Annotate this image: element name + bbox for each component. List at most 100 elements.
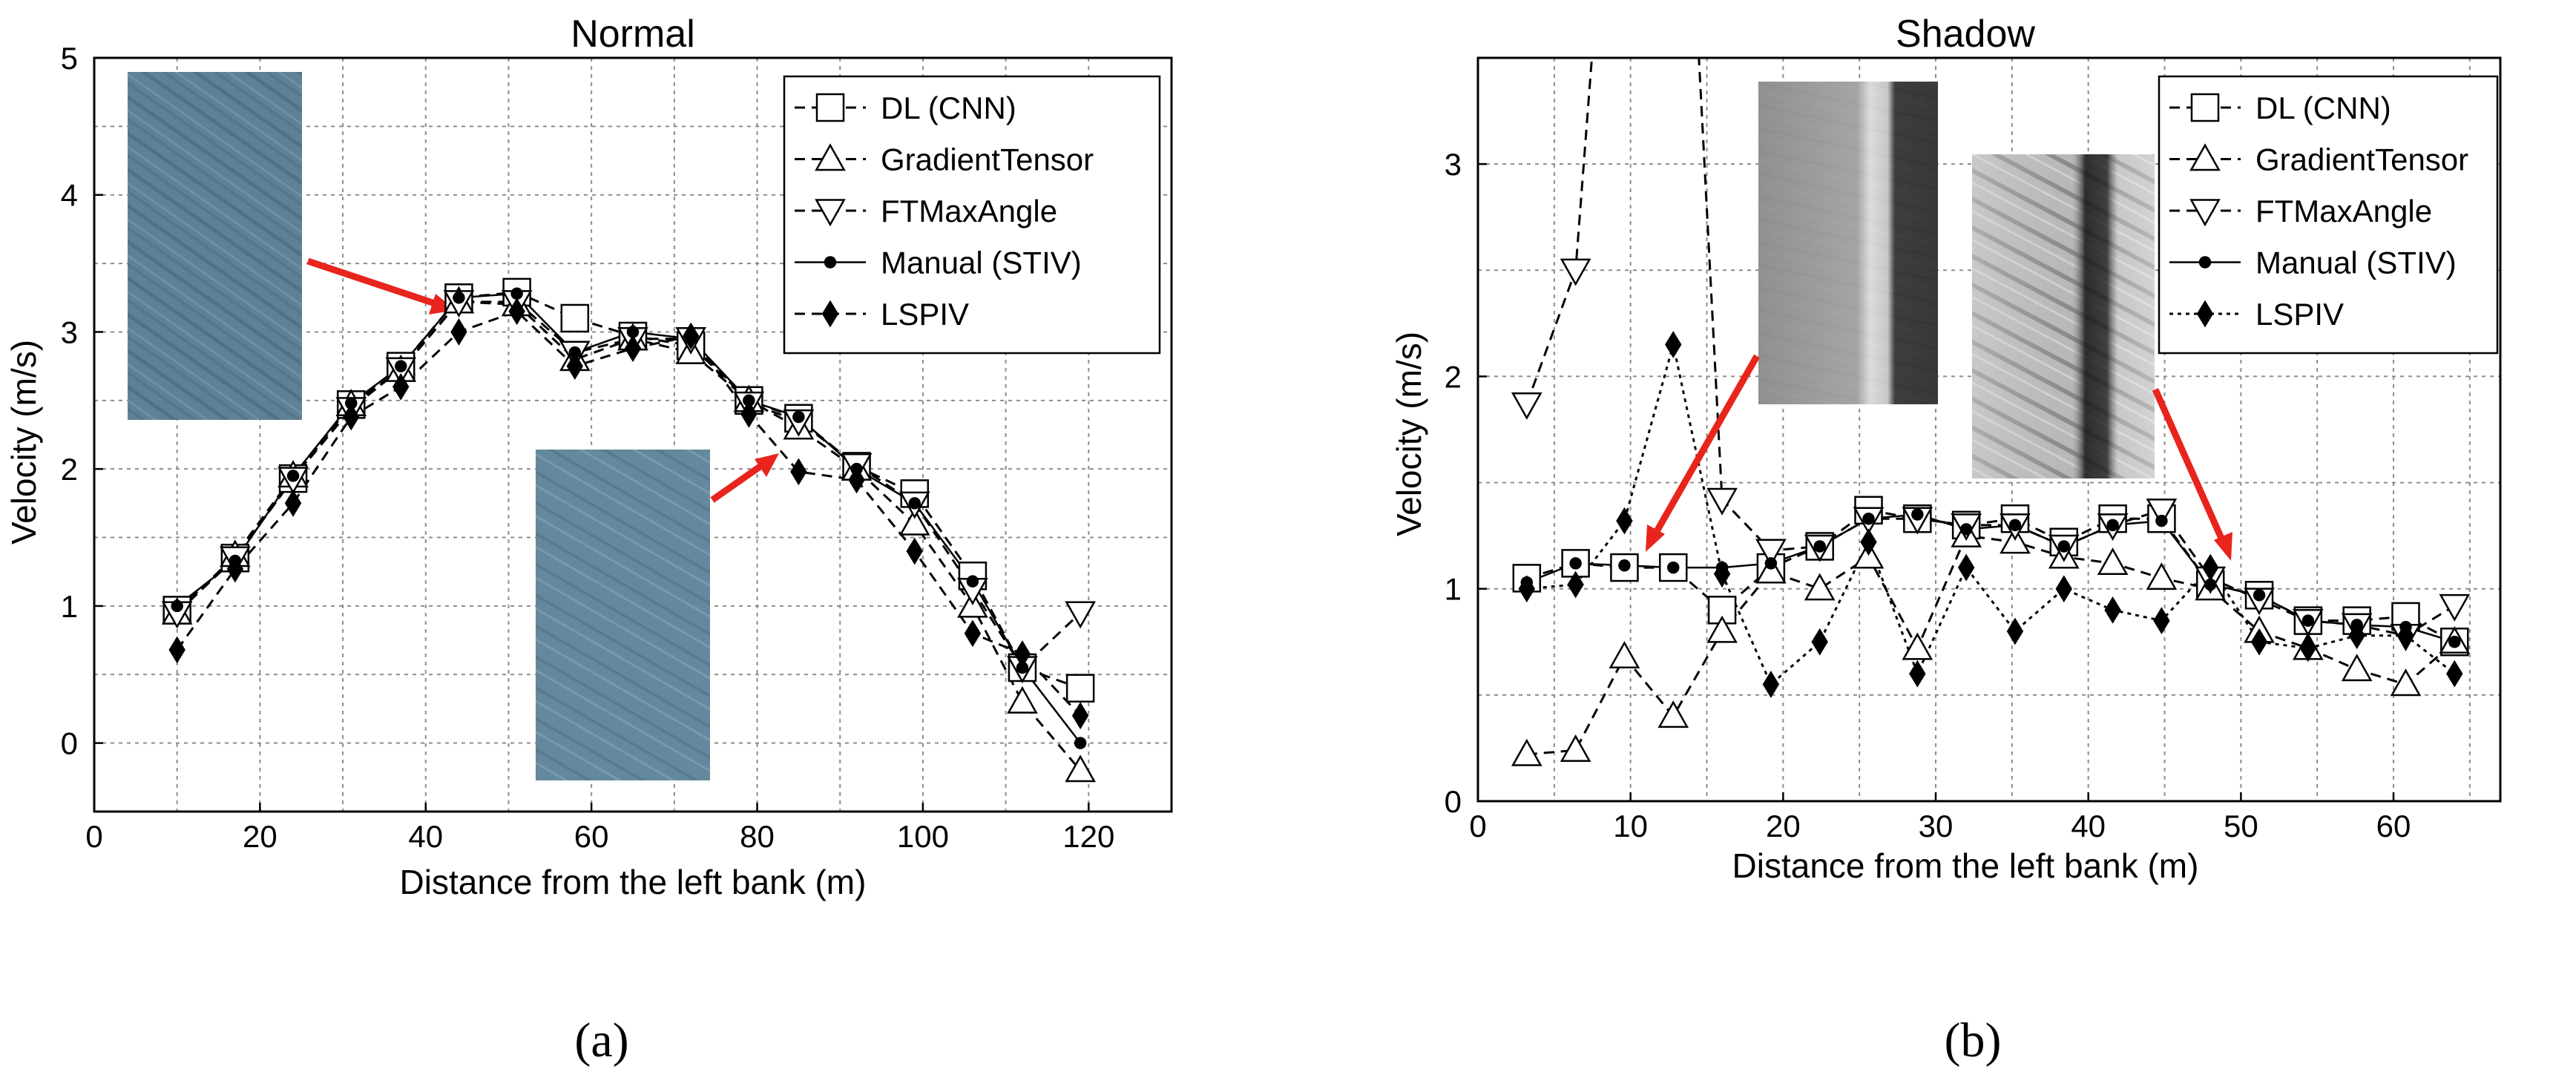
data-point-gradienttensor [1902, 632, 1933, 660]
data-point-lspiv [1909, 659, 1926, 688]
x-tick-label: 10 [1613, 809, 1648, 843]
legend-label-manual-stiv: Manual (STIV) [2255, 246, 2457, 280]
series-lspiv [176, 310, 1082, 717]
data-point-ftmaxangle [1755, 539, 1787, 567]
data-point-lspiv [740, 400, 758, 428]
x-axis-label-a: Distance from the left bank (m) [400, 863, 867, 901]
data-point-manual-stiv [1074, 737, 1087, 749]
data-point-lspiv [1071, 702, 1089, 730]
data-point-gradienttensor [1609, 641, 1640, 669]
data-point-manual-stiv [1862, 512, 1875, 525]
x-tick-label: 60 [574, 819, 609, 854]
x-tick-label: 40 [408, 819, 443, 854]
data-point-gradienttensor [2097, 547, 2129, 576]
data-point-manual-stiv [743, 394, 755, 407]
data-point-lspiv [2055, 575, 2072, 603]
data-point-lspiv [1860, 528, 1877, 556]
plot-frame-b [1476, 56, 2502, 803]
inset-photo-lower [536, 450, 710, 780]
data-point-manual-stiv [1764, 557, 1778, 570]
data-point-lspiv [168, 636, 185, 664]
data-point-ftmaxangle [1511, 392, 1542, 420]
data-point-lspiv [1013, 640, 1031, 668]
y-tick-label: 5 [61, 41, 78, 76]
data-point-gradienttensor [2146, 562, 2178, 590]
data-point-manual-stiv [2057, 540, 2071, 553]
data-point-lspiv [1713, 560, 1731, 588]
data-point-manual-stiv [966, 575, 979, 588]
legend-label-manual-stiv: Manual (STIV) [881, 246, 1082, 280]
data-point-manual-stiv [1618, 559, 1631, 572]
arrow-lower [710, 461, 766, 503]
arrow-shadow-left-head [1646, 524, 1665, 552]
panel-label-a: (a) [574, 1013, 628, 1067]
y-tick-label: 2 [61, 452, 78, 487]
y-tick-label: 2 [1445, 359, 1462, 394]
data-point-manual-stiv [453, 292, 465, 304]
plot-area-b [1511, 58, 2471, 766]
x-tick-label: 100 [897, 819, 949, 854]
data-point-lspiv [964, 619, 982, 648]
data-point-dl-cnn [560, 303, 590, 333]
data-point-lspiv [284, 489, 302, 517]
data-point-lspiv [848, 466, 865, 494]
ticks-a: 0 20 40 60 80 100 120 0 1 2 3 4 5 [61, 41, 1115, 854]
plot-frame-a [93, 56, 1173, 813]
data-point-manual-stiv [344, 397, 358, 409]
data-point-manual-stiv [626, 326, 640, 338]
x-tick-label: 80 [740, 819, 775, 854]
data-point-manual-stiv [2448, 636, 2461, 648]
legend-marker-ftmaxangle [815, 199, 846, 227]
legend-label-ftmaxangle: FTMaxAngle [881, 194, 1057, 228]
data-point-gradienttensor [1065, 754, 1096, 783]
y-tick-label: 0 [61, 726, 78, 761]
legend-label-dl-cnn: DL (CNN) [2255, 91, 2391, 125]
series-line-lspiv [176, 310, 1082, 717]
data-point-gradienttensor [898, 507, 930, 536]
data-point-lspiv [2348, 622, 2365, 650]
data-point-lspiv [226, 555, 244, 583]
y-tick-label: 3 [61, 315, 78, 349]
data-point-lspiv [790, 458, 807, 486]
series-gradienttensor [1526, 534, 2456, 756]
data-point-lspiv [392, 372, 410, 401]
data-point-manual-stiv [568, 346, 582, 359]
data-point-ftmaxangle [1560, 258, 1591, 286]
legend-marker-gradienttensor [2189, 143, 2221, 171]
arrow-upper [306, 257, 441, 309]
chart-title-a: Normal [571, 13, 695, 56]
data-point-manual-stiv [2155, 514, 2168, 527]
y-axis-label-a: Velocity (m/s) [4, 340, 43, 544]
data-point-manual-stiv [510, 287, 523, 300]
legend-marker-manual-stiv [824, 256, 837, 269]
x-tick-label: 30 [1919, 809, 1954, 843]
data-point-lspiv [1665, 331, 1682, 358]
data-point-lspiv [2006, 617, 2024, 645]
data-point-gradienttensor [2341, 654, 2373, 682]
data-point-manual-stiv [2204, 578, 2217, 591]
data-point-gradienttensor [1657, 700, 1689, 728]
data-point-lspiv [2446, 659, 2463, 688]
legend-label-ftmaxangle: FTMaxAngle [2255, 194, 2432, 228]
y-tick-label: 0 [1445, 784, 1462, 819]
y-axis-label-b: Velocity (m/s) [1390, 332, 1428, 536]
legend-marker-lspiv [2196, 300, 2214, 328]
data-point-lspiv [1762, 671, 1780, 698]
data-point-manual-stiv [1569, 557, 1582, 570]
series-markers-lspiv [168, 297, 1089, 730]
data-point-gradienttensor [1804, 573, 1836, 601]
legend-marker-manual-stiv [2198, 256, 2212, 269]
data-point-manual-stiv [1016, 661, 1029, 674]
data-point-lspiv [1811, 628, 1828, 656]
series-line-gradienttensor [1526, 534, 2456, 756]
data-point-ftmaxangle [2146, 499, 2178, 527]
data-point-manual-stiv [2008, 519, 2022, 532]
data-point-dl-cnn [1065, 674, 1095, 703]
data-point-lspiv [2153, 607, 2170, 635]
data-point-dl-cnn [1707, 596, 1737, 625]
data-point-lspiv [508, 297, 525, 326]
inset-shadow-right-band [1972, 154, 2155, 478]
data-point-manual-stiv [286, 470, 300, 482]
arrow-shadow-left [1653, 354, 1760, 535]
